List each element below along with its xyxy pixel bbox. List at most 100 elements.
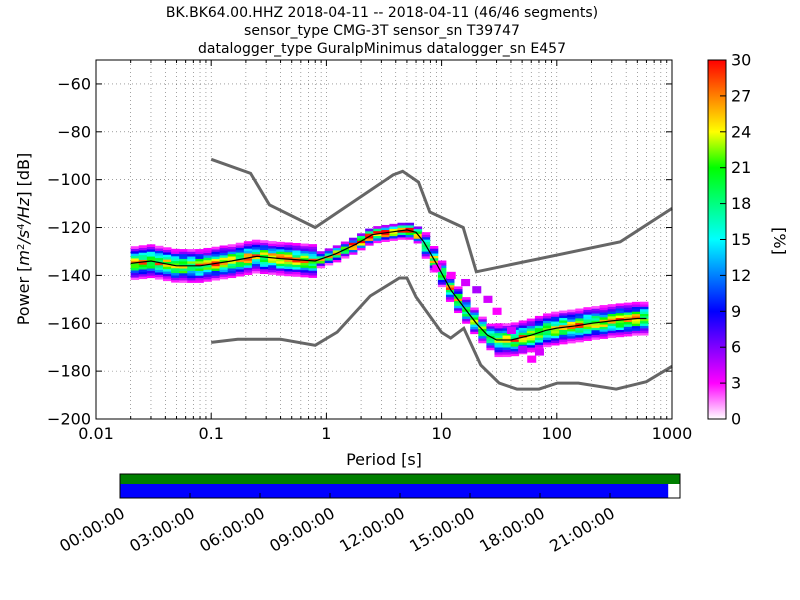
colorbar-tick-label: 18 xyxy=(731,194,751,213)
psd-cell xyxy=(211,256,221,259)
mode-curve xyxy=(130,229,647,341)
psd-cell xyxy=(397,232,406,236)
psd-cell xyxy=(163,266,172,270)
psd-cell xyxy=(518,339,528,343)
psd-cell xyxy=(227,256,237,259)
psd-cell xyxy=(510,343,520,347)
psd-cell xyxy=(405,222,415,226)
psd-cell xyxy=(365,242,374,246)
psd-cell xyxy=(599,307,609,311)
psd-cell xyxy=(494,328,503,331)
psd-cell xyxy=(494,325,503,329)
psd-cell xyxy=(284,242,293,246)
psd-cell xyxy=(251,266,261,269)
psd-cell xyxy=(243,260,253,264)
colorbar: 0 3 6 9 12 15 18 21 24 27 30 [%] xyxy=(707,51,789,429)
psd-cell xyxy=(502,323,512,326)
psd-cell xyxy=(510,348,520,352)
coverage-tick-label: 21:00:00 xyxy=(546,503,618,555)
psd-cell xyxy=(276,261,285,264)
psd-cell xyxy=(211,268,221,271)
psd-cell xyxy=(251,251,261,255)
psd-cell xyxy=(389,231,398,234)
psd-cell xyxy=(219,274,229,277)
psd-cell xyxy=(639,308,649,312)
psd-cell xyxy=(567,331,576,334)
psd-cell xyxy=(542,334,552,338)
psd-cell xyxy=(551,337,560,341)
x-tick-label: 100 xyxy=(542,424,573,443)
psd-cell xyxy=(631,332,641,336)
psd-cell xyxy=(623,302,633,306)
psd-cell xyxy=(454,286,463,290)
psd-cell xyxy=(357,238,366,241)
psd-cell xyxy=(542,332,552,336)
psd-cell xyxy=(607,313,617,317)
psd-cell xyxy=(599,319,609,323)
psd-cell xyxy=(542,320,552,324)
psd-cell xyxy=(284,254,293,258)
psd-cell xyxy=(413,240,423,244)
psd-cell xyxy=(429,253,439,256)
psd-cell xyxy=(179,251,188,255)
psd-cell xyxy=(389,228,398,232)
psd-cell xyxy=(534,318,544,322)
psd-cell xyxy=(381,229,390,233)
psd-cell xyxy=(559,315,568,319)
psd-cell xyxy=(454,288,463,292)
psd-cell xyxy=(203,276,212,280)
psd-cell xyxy=(195,258,204,262)
psd-cell xyxy=(575,308,584,312)
psd-cell xyxy=(607,325,617,329)
psd-cell xyxy=(478,321,487,325)
psd-cell xyxy=(639,311,649,314)
psd-cell xyxy=(235,271,245,275)
psd-cell xyxy=(575,334,584,338)
psd-cell xyxy=(219,250,229,253)
psd-cell xyxy=(308,251,318,254)
psd-cell xyxy=(203,274,212,277)
psd-cell xyxy=(138,273,148,277)
psd-cell xyxy=(268,255,277,259)
psd-cell xyxy=(227,263,237,267)
psd-cell xyxy=(163,254,172,258)
psd-cell xyxy=(284,261,293,265)
psd-cell xyxy=(639,318,649,322)
psd-cell xyxy=(421,251,431,255)
psd-cell xyxy=(163,259,172,262)
psd-cell xyxy=(462,311,471,315)
psd-cell xyxy=(171,258,180,262)
psd-cell xyxy=(284,252,293,255)
psd-cell xyxy=(591,332,600,336)
psd-cell xyxy=(591,337,600,340)
psd-cell xyxy=(542,313,552,317)
psd-cell xyxy=(171,267,180,271)
psd-cell xyxy=(454,310,463,314)
psd-cell xyxy=(171,255,180,259)
psd-cell xyxy=(421,241,431,245)
psd-cell xyxy=(526,332,536,336)
psd-cell xyxy=(251,242,261,245)
psd-cell xyxy=(639,320,649,324)
psd-cell xyxy=(187,253,196,257)
coverage-blue-row xyxy=(120,484,669,498)
psd-cell xyxy=(575,337,584,340)
psd-cell xyxy=(502,349,512,353)
data-coverage-bar: 00:00:0003:00:0006:00:0009:00:0012:00:00… xyxy=(56,473,681,556)
psd-cell xyxy=(292,245,301,249)
colorbar-tick-label: 30 xyxy=(731,51,751,70)
psd-cell xyxy=(551,321,560,324)
psd-cell xyxy=(559,329,568,333)
psd-cell xyxy=(421,256,431,259)
psd-cell xyxy=(235,269,245,272)
psd-cell xyxy=(462,304,471,307)
psd-cell xyxy=(243,272,253,276)
psd-cell xyxy=(251,254,261,257)
psd-cell xyxy=(413,238,423,242)
psd-cell xyxy=(551,328,560,332)
psd-cell xyxy=(534,332,544,336)
coverage-tick-label: 00:00:00 xyxy=(56,503,128,555)
psd-cell xyxy=(276,258,285,262)
psd-cell xyxy=(340,241,350,245)
